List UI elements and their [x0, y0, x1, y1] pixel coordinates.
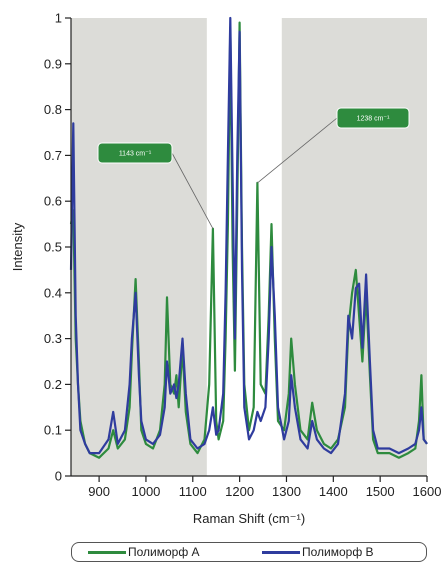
legend-swatch-b — [262, 550, 300, 554]
x-tick-label: 1200 — [225, 484, 254, 499]
annotation-label: 1143 cm⁻¹ — [119, 151, 152, 158]
legend-item-polymorph-b: Полиморф B — [262, 545, 374, 559]
x-axis-title: Raman Shift (cm⁻¹) — [193, 511, 305, 526]
annotation-leader-line — [171, 152, 214, 229]
shaded-regions — [71, 18, 427, 476]
annotation-label: 1238 cm⁻¹ — [357, 116, 391, 123]
y-tick-label: 0.8 — [44, 102, 62, 117]
x-tick-label: 1400 — [319, 484, 348, 499]
series-line-polymorph-b — [69, 16, 428, 455]
y-tick-label: 0.5 — [44, 240, 62, 255]
y-tick-label: 0.9 — [44, 56, 62, 71]
y-tick-label: 0.6 — [44, 194, 62, 209]
y-tick-label: 0.4 — [44, 285, 62, 300]
annotation-box — [97, 142, 173, 164]
legend: Полиморф A Полиморф B — [71, 542, 427, 562]
y-tick-label: 0.3 — [44, 331, 62, 346]
x-tick-label: 1600 — [413, 484, 442, 499]
y-tick-label: 0 — [55, 469, 62, 484]
x-tick-label: 900 — [88, 484, 110, 499]
annotations: 1143 cm⁻¹ 1238 cm⁻¹ — [97, 107, 410, 229]
x-tick-label: 1100 — [179, 484, 207, 499]
annotation-leader-line — [257, 117, 338, 184]
y-tick-label: 0.2 — [44, 377, 62, 392]
series-lines — [69, 16, 428, 459]
x-tick-label: 1500 — [366, 484, 395, 499]
legend-swatch-a — [88, 550, 126, 554]
annotation-box — [336, 107, 410, 129]
raman-chart: 0 0.1 0.2 0.3 0.4 0.5 0.6 0.7 0.8 0.9 1 900 1000 1100… — [10, 11, 442, 527]
y-tick-label: 0.7 — [44, 148, 62, 163]
legend-item-polymorph-a: Полиморф A — [88, 545, 200, 559]
legend-label-a: Полиморф A — [128, 545, 200, 559]
y-tick-label: 0.1 — [44, 423, 62, 438]
ticks: 0 0.1 0.2 0.3 0.4 0.5 0.6 0.7 0.8 0.9 1 900 1000 1100… — [44, 11, 442, 500]
legend-label-b: Полиморф B — [302, 545, 374, 559]
x-tick-label: 1300 — [272, 484, 301, 499]
x-tick-label: 1000 — [131, 484, 160, 499]
shaded-region-1 — [281, 18, 427, 476]
y-axis-title: Intensity — [10, 222, 25, 271]
y-tick-label: 1 — [55, 11, 62, 26]
